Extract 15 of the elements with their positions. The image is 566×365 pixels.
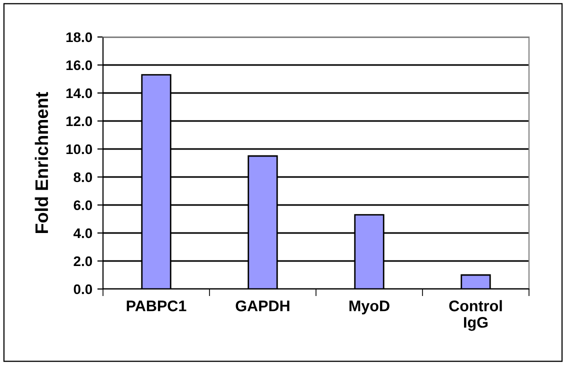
x-tick-label: PABPC1 — [126, 300, 186, 312]
y-tick-label: 14.0 — [66, 88, 92, 98]
y-tick-label: 18.0 — [66, 32, 92, 42]
y-tick-label: 8.0 — [74, 172, 92, 182]
y-tick-label: 2.0 — [74, 256, 92, 266]
y-tick-label: 4.0 — [73, 228, 92, 238]
x-tick-label: GAPDH — [236, 300, 290, 312]
y-tick-label: 6.0 — [74, 200, 92, 210]
y-tick-label: 12.0 — [66, 116, 92, 126]
y-axis-title: Fold Enrichment — [34, 92, 48, 234]
y-tick-label: 16.0 — [66, 60, 92, 70]
x-tick-label: MyoD — [349, 300, 390, 314]
y-tick-label: 0.0 — [74, 284, 92, 294]
x-tick-label: Control IgG — [449, 300, 502, 331]
y-tick-label: 10.0 — [66, 144, 92, 154]
